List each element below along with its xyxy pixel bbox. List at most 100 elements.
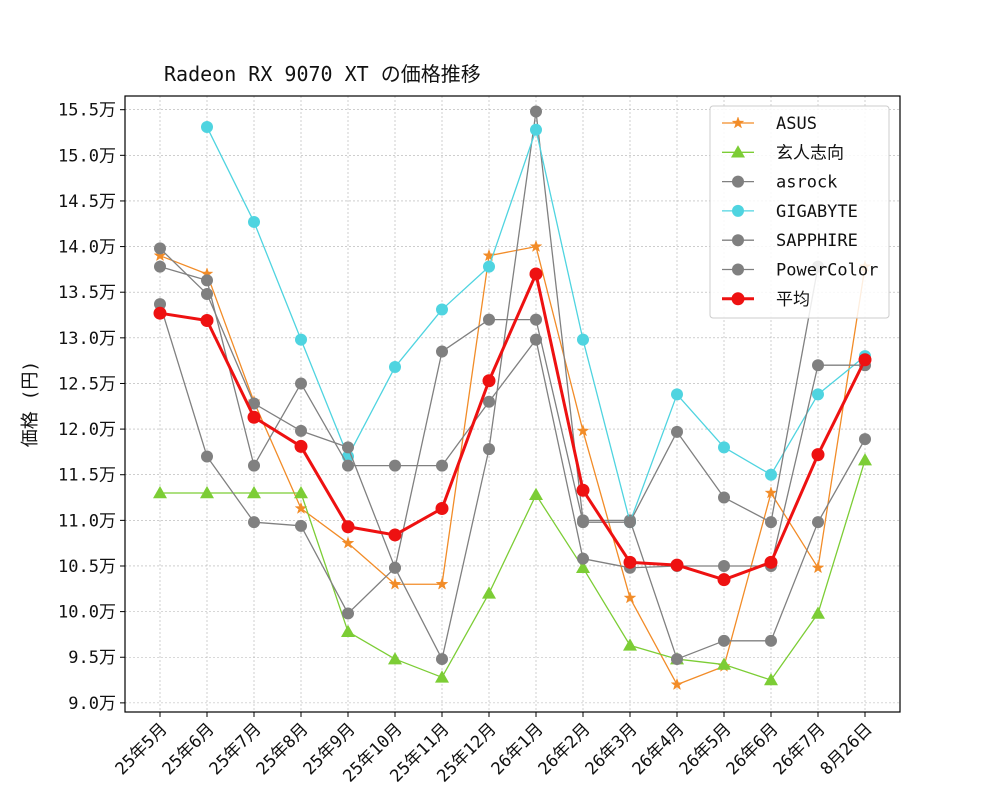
y-tick-label: 14.0万 [58, 238, 116, 258]
data-point [248, 397, 260, 410]
data-point [482, 586, 496, 599]
data-point [436, 653, 448, 666]
data-point [388, 652, 402, 665]
data-point [295, 377, 307, 390]
data-point [576, 424, 590, 437]
data-point [295, 333, 307, 346]
data-point [341, 520, 355, 534]
legend-marker [732, 204, 744, 217]
data-point [295, 424, 307, 437]
data-point [201, 450, 213, 463]
data-point [342, 441, 354, 454]
data-point [624, 516, 636, 529]
y-tick-label: 13.0万 [58, 329, 116, 349]
data-point [248, 459, 260, 472]
data-point [858, 353, 872, 367]
y-tick-label: 9.5万 [68, 648, 116, 668]
x-tick-label: 8月26日 [817, 719, 877, 779]
data-point [154, 298, 166, 311]
legend-item: PowerColor [722, 261, 878, 281]
data-point [341, 624, 355, 637]
legend-item: 平均 [722, 290, 810, 310]
y-tick-label: 10.0万 [58, 603, 116, 623]
data-point [483, 260, 495, 273]
legend-marker [732, 175, 744, 188]
legend-label: 平均 [776, 290, 810, 310]
data-point [765, 516, 777, 529]
legend-marker [731, 116, 745, 129]
y-tick-label: 14.5万 [58, 192, 116, 212]
data-point [576, 560, 590, 574]
data-point [388, 528, 402, 542]
legend-item: asrock [722, 173, 837, 193]
data-point [812, 359, 824, 372]
data-point [670, 677, 684, 691]
y-tick-label: 12.5万 [58, 374, 116, 394]
data-point [577, 552, 589, 565]
data-point [718, 634, 730, 647]
y-tick-label: 13.5万 [58, 283, 116, 303]
data-point [153, 306, 167, 320]
data-point [764, 486, 778, 499]
legend-label: GIGABYTE [776, 202, 858, 222]
data-point [812, 516, 824, 529]
legend-item: ASUS [722, 114, 817, 134]
data-point [858, 453, 872, 466]
data-point [811, 448, 825, 462]
legend: ASUS 玄人志向 asrock GIGABYTE SAPPHIRE PowerColor… [709, 105, 890, 319]
data-point [530, 313, 542, 326]
data-point [341, 536, 355, 549]
data-point [859, 433, 871, 446]
data-point [811, 561, 825, 574]
data-point [294, 439, 308, 453]
series-line [159, 266, 865, 569]
data-point [671, 388, 683, 401]
data-point [436, 303, 448, 316]
data-point [671, 653, 683, 666]
data-point [200, 485, 214, 499]
data-point [294, 485, 308, 499]
data-point [483, 443, 495, 456]
data-point [342, 607, 354, 620]
data-point [812, 388, 824, 401]
data-point [483, 313, 495, 326]
data-point [671, 425, 683, 438]
data-point [154, 260, 166, 273]
data-point [342, 459, 354, 472]
y-tick-label: 11.0万 [58, 511, 116, 531]
data-point [529, 487, 543, 501]
data-point [435, 501, 449, 515]
legend-marker [732, 234, 744, 247]
data-point [436, 459, 448, 472]
data-point [764, 673, 778, 686]
legend-item: GIGABYTE [722, 202, 858, 222]
legend-label: 玄人志向 [776, 143, 844, 163]
data-point [200, 313, 214, 327]
data-point [153, 485, 167, 499]
data-point [154, 242, 166, 255]
legend-label: SAPPHIRE [776, 231, 858, 251]
data-point [530, 333, 542, 346]
data-point [530, 105, 542, 118]
data-point [576, 483, 590, 497]
data-point [529, 239, 543, 253]
y-tick-label: 9.0万 [68, 694, 116, 714]
series-玄人志向 [153, 453, 872, 686]
data-point [247, 410, 261, 424]
data-point [482, 374, 496, 388]
data-point [529, 267, 543, 281]
data-point [389, 459, 401, 472]
data-point [577, 333, 589, 346]
data-point [717, 657, 731, 670]
data-point [483, 395, 495, 408]
y-tick-label: 11.5万 [58, 466, 116, 486]
data-point [248, 215, 260, 228]
y-axis-label: 価格 (円) [20, 361, 41, 448]
data-point [153, 248, 167, 262]
data-point [718, 441, 730, 454]
data-point [436, 345, 448, 358]
series-line [159, 110, 866, 660]
legend-box [709, 105, 890, 319]
data-point [670, 558, 684, 572]
